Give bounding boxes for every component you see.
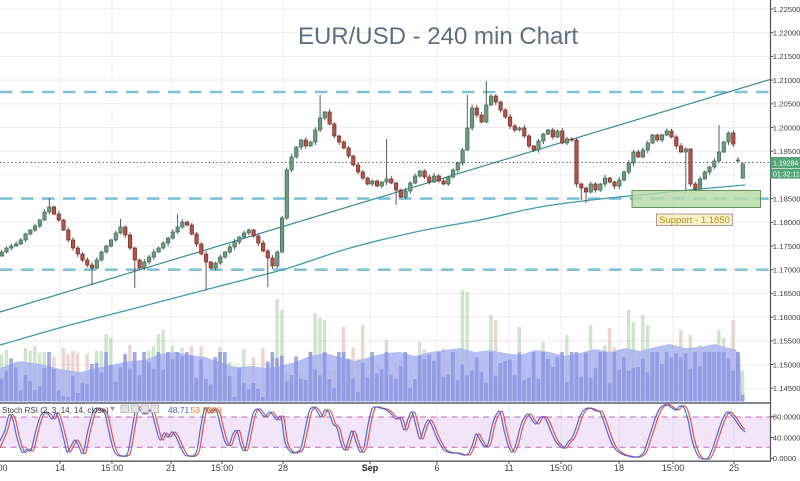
svg-text:1.16000: 1.16000: [773, 313, 800, 322]
svg-text:1.19500: 1.19500: [773, 147, 800, 156]
svg-text:1.21000: 1.21000: [773, 76, 800, 85]
svg-text:15:00: 15:00: [101, 463, 124, 473]
svg-text:0.0000: 0.0000: [773, 454, 797, 463]
svg-text:1.16500: 1.16500: [773, 289, 800, 298]
svg-text:1.15500: 1.15500: [773, 337, 800, 346]
svg-text:80.0000: 80.0000: [773, 412, 800, 421]
svg-text:18: 18: [614, 463, 624, 473]
svg-text:1.17000: 1.17000: [773, 266, 800, 275]
svg-text:48.71: 48.71: [168, 405, 190, 415]
svg-text:1.21500: 1.21500: [773, 52, 800, 61]
svg-text:15:00: 15:00: [211, 463, 234, 473]
svg-text:1.20000: 1.20000: [773, 123, 800, 132]
svg-text:25: 25: [729, 463, 739, 473]
svg-text:01:32:11: 01:32:11: [773, 172, 800, 179]
svg-text:1.22000: 1.22000: [773, 29, 800, 38]
svg-text:Sep: Sep: [362, 463, 379, 473]
svg-text:1.18000: 1.18000: [773, 218, 800, 227]
svg-text:15:00: 15:00: [550, 463, 573, 473]
svg-text:1.20500: 1.20500: [773, 100, 800, 109]
svg-text:14: 14: [55, 463, 65, 473]
svg-text:6: 6: [434, 463, 439, 473]
svg-text:11: 11: [504, 463, 513, 473]
svg-text:1.17500: 1.17500: [773, 242, 800, 251]
svg-text:28: 28: [278, 463, 288, 473]
svg-text:1.15000: 1.15000: [773, 360, 800, 369]
svg-text:Stoch RSI (2, 3, 14, 14, close: Stoch RSI (2, 3, 14, 14, close): [2, 406, 109, 415]
svg-text:15:00: 15:00: [662, 463, 685, 473]
svg-text:1.18500: 1.18500: [773, 194, 800, 203]
svg-text:40.0000: 40.0000: [773, 433, 800, 442]
svg-text:1.19284: 1.19284: [773, 160, 798, 167]
svg-text:1.14500: 1.14500: [773, 384, 800, 393]
svg-text:1.22500: 1.22500: [773, 5, 800, 14]
svg-text:Support - 1.1850: Support - 1.1850: [659, 215, 730, 226]
svg-text:21: 21: [166, 463, 176, 473]
svg-text:53.8380: 53.8380: [191, 405, 222, 415]
svg-text:EUR/USD - 240 min Chart: EUR/USD - 240 min Chart: [298, 23, 578, 50]
svg-text:00: 00: [0, 463, 8, 473]
